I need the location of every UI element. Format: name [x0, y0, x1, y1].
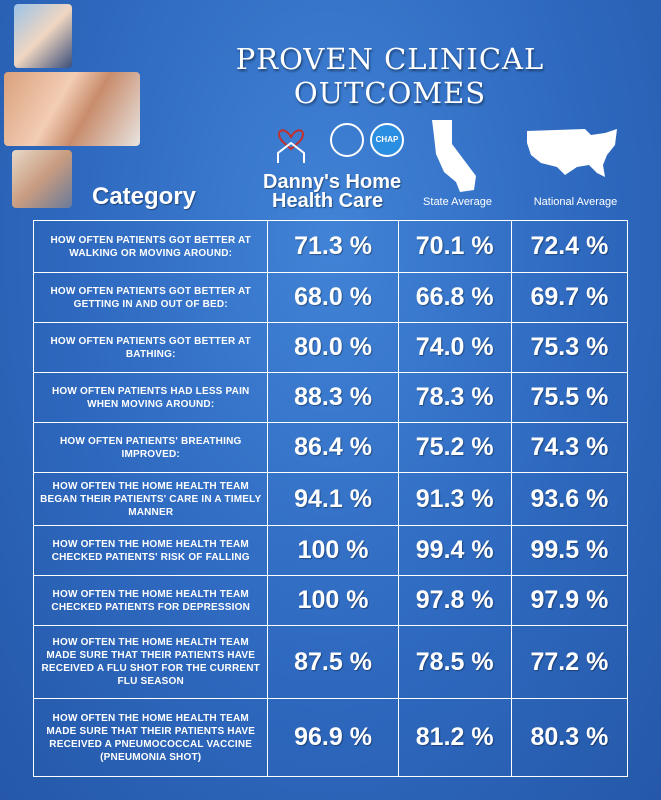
category-cell: HOW OFTEN THE HOME HEALTH TEAM BEGAN THE… [33, 473, 267, 525]
danny-value: 94.1 % [267, 473, 397, 525]
national-value: 80.3 % [510, 699, 628, 776]
category-cell: HOW OFTEN PATIENTS GOT BETTER AT BATHING… [33, 323, 267, 372]
danny-value: 71.3 % [267, 221, 397, 272]
category-cell: HOW OFTEN PATIENTS' BREATHING IMPROVED: [33, 423, 267, 472]
danny-value: 87.5 % [267, 626, 397, 698]
table-row: HOW OFTEN PATIENTS GOT BETTER AT GETTING… [33, 272, 628, 322]
usa-map-icon [527, 129, 617, 177]
caregiver-photo [14, 4, 72, 68]
logo-group: CHAP [260, 115, 410, 215]
table-row: HOW OFTEN THE HOME HEALTH TEAM CHECKED P… [33, 525, 628, 575]
national-value: 69.7 % [510, 273, 628, 322]
table-row: HOW OFTEN PATIENTS HAD LESS PAIN WHEN MO… [33, 372, 628, 422]
category-cell: HOW OFTEN THE HOME HEALTH TEAM MADE SURE… [33, 699, 267, 776]
page-title: PROVEN CLINICAL OUTCOMES [235, 42, 545, 110]
heart-house-icon [277, 129, 305, 163]
senior-patient-photo [12, 150, 72, 208]
state-value: 75.2 % [397, 423, 511, 472]
national-value: 93.6 % [510, 473, 628, 525]
table-row: HOW OFTEN PATIENTS GOT BETTER AT BATHING… [33, 322, 628, 372]
outcomes-table: HOW OFTEN PATIENTS GOT BETTER AT WALKING… [33, 220, 628, 777]
brand-name-line2: Health Care [272, 190, 384, 212]
national-value: 75.5 % [510, 373, 628, 422]
category-cell: HOW OFTEN PATIENTS GOT BETTER AT WALKING… [33, 221, 267, 272]
state-value: 81.2 % [397, 699, 511, 776]
state-value: 78.5 % [397, 626, 511, 698]
california-map-icon [432, 120, 476, 192]
national-value: 77.2 % [510, 626, 628, 698]
state-value: 70.1 % [397, 221, 511, 272]
table-row: HOW OFTEN THE HOME HEALTH TEAM MADE SURE… [33, 698, 628, 777]
brand-name-line1: Danny's Home [263, 171, 402, 193]
danny-value: 68.0 % [267, 273, 397, 322]
chap-badge: CHAP [370, 123, 404, 157]
state-average-header: State Average [423, 196, 492, 208]
photo-collage [4, 4, 144, 209]
category-cell: HOW OFTEN PATIENTS HAD LESS PAIN WHEN MO… [33, 373, 267, 422]
national-value: 74.3 % [510, 423, 628, 472]
category-cell: HOW OFTEN THE HOME HEALTH TEAM CHECKED P… [33, 576, 267, 625]
holding-hands-photo [4, 72, 140, 146]
danny-value: 100 % [267, 576, 397, 625]
table-row: HOW OFTEN THE HOME HEALTH TEAM BEGAN THE… [33, 472, 628, 525]
national-value: 97.9 % [510, 576, 628, 625]
state-value: 99.4 % [397, 526, 511, 575]
danny-value: 86.4 % [267, 423, 397, 472]
state-value: 97.8 % [397, 576, 511, 625]
category-header: Category [92, 183, 197, 210]
danny-value: 88.3 % [267, 373, 397, 422]
state-value: 91.3 % [397, 473, 511, 525]
national-value: 99.5 % [510, 526, 628, 575]
table-row: HOW OFTEN THE HOME HEALTH TEAM MADE SURE… [33, 625, 628, 698]
national-value: 72.4 % [510, 221, 628, 272]
hhs-seal-icon [330, 123, 364, 157]
state-value: 74.0 % [397, 323, 511, 372]
category-cell: HOW OFTEN THE HOME HEALTH TEAM MADE SURE… [33, 626, 267, 698]
danny-value: 80.0 % [267, 323, 397, 372]
state-value: 66.8 % [397, 273, 511, 322]
state-value: 78.3 % [397, 373, 511, 422]
danny-value: 96.9 % [267, 699, 397, 776]
danny-value: 100 % [267, 526, 397, 575]
category-cell: HOW OFTEN PATIENTS GOT BETTER AT GETTING… [33, 273, 267, 322]
category-cell: HOW OFTEN THE HOME HEALTH TEAM CHECKED P… [33, 526, 267, 575]
table-row: HOW OFTEN PATIENTS GOT BETTER AT WALKING… [33, 220, 628, 272]
table-row: HOW OFTEN PATIENTS' BREATHING IMPROVED: … [33, 422, 628, 472]
table-row: HOW OFTEN THE HOME HEALTH TEAM CHECKED P… [33, 575, 628, 625]
national-value: 75.3 % [510, 323, 628, 372]
national-average-header: National Average [533, 196, 618, 208]
